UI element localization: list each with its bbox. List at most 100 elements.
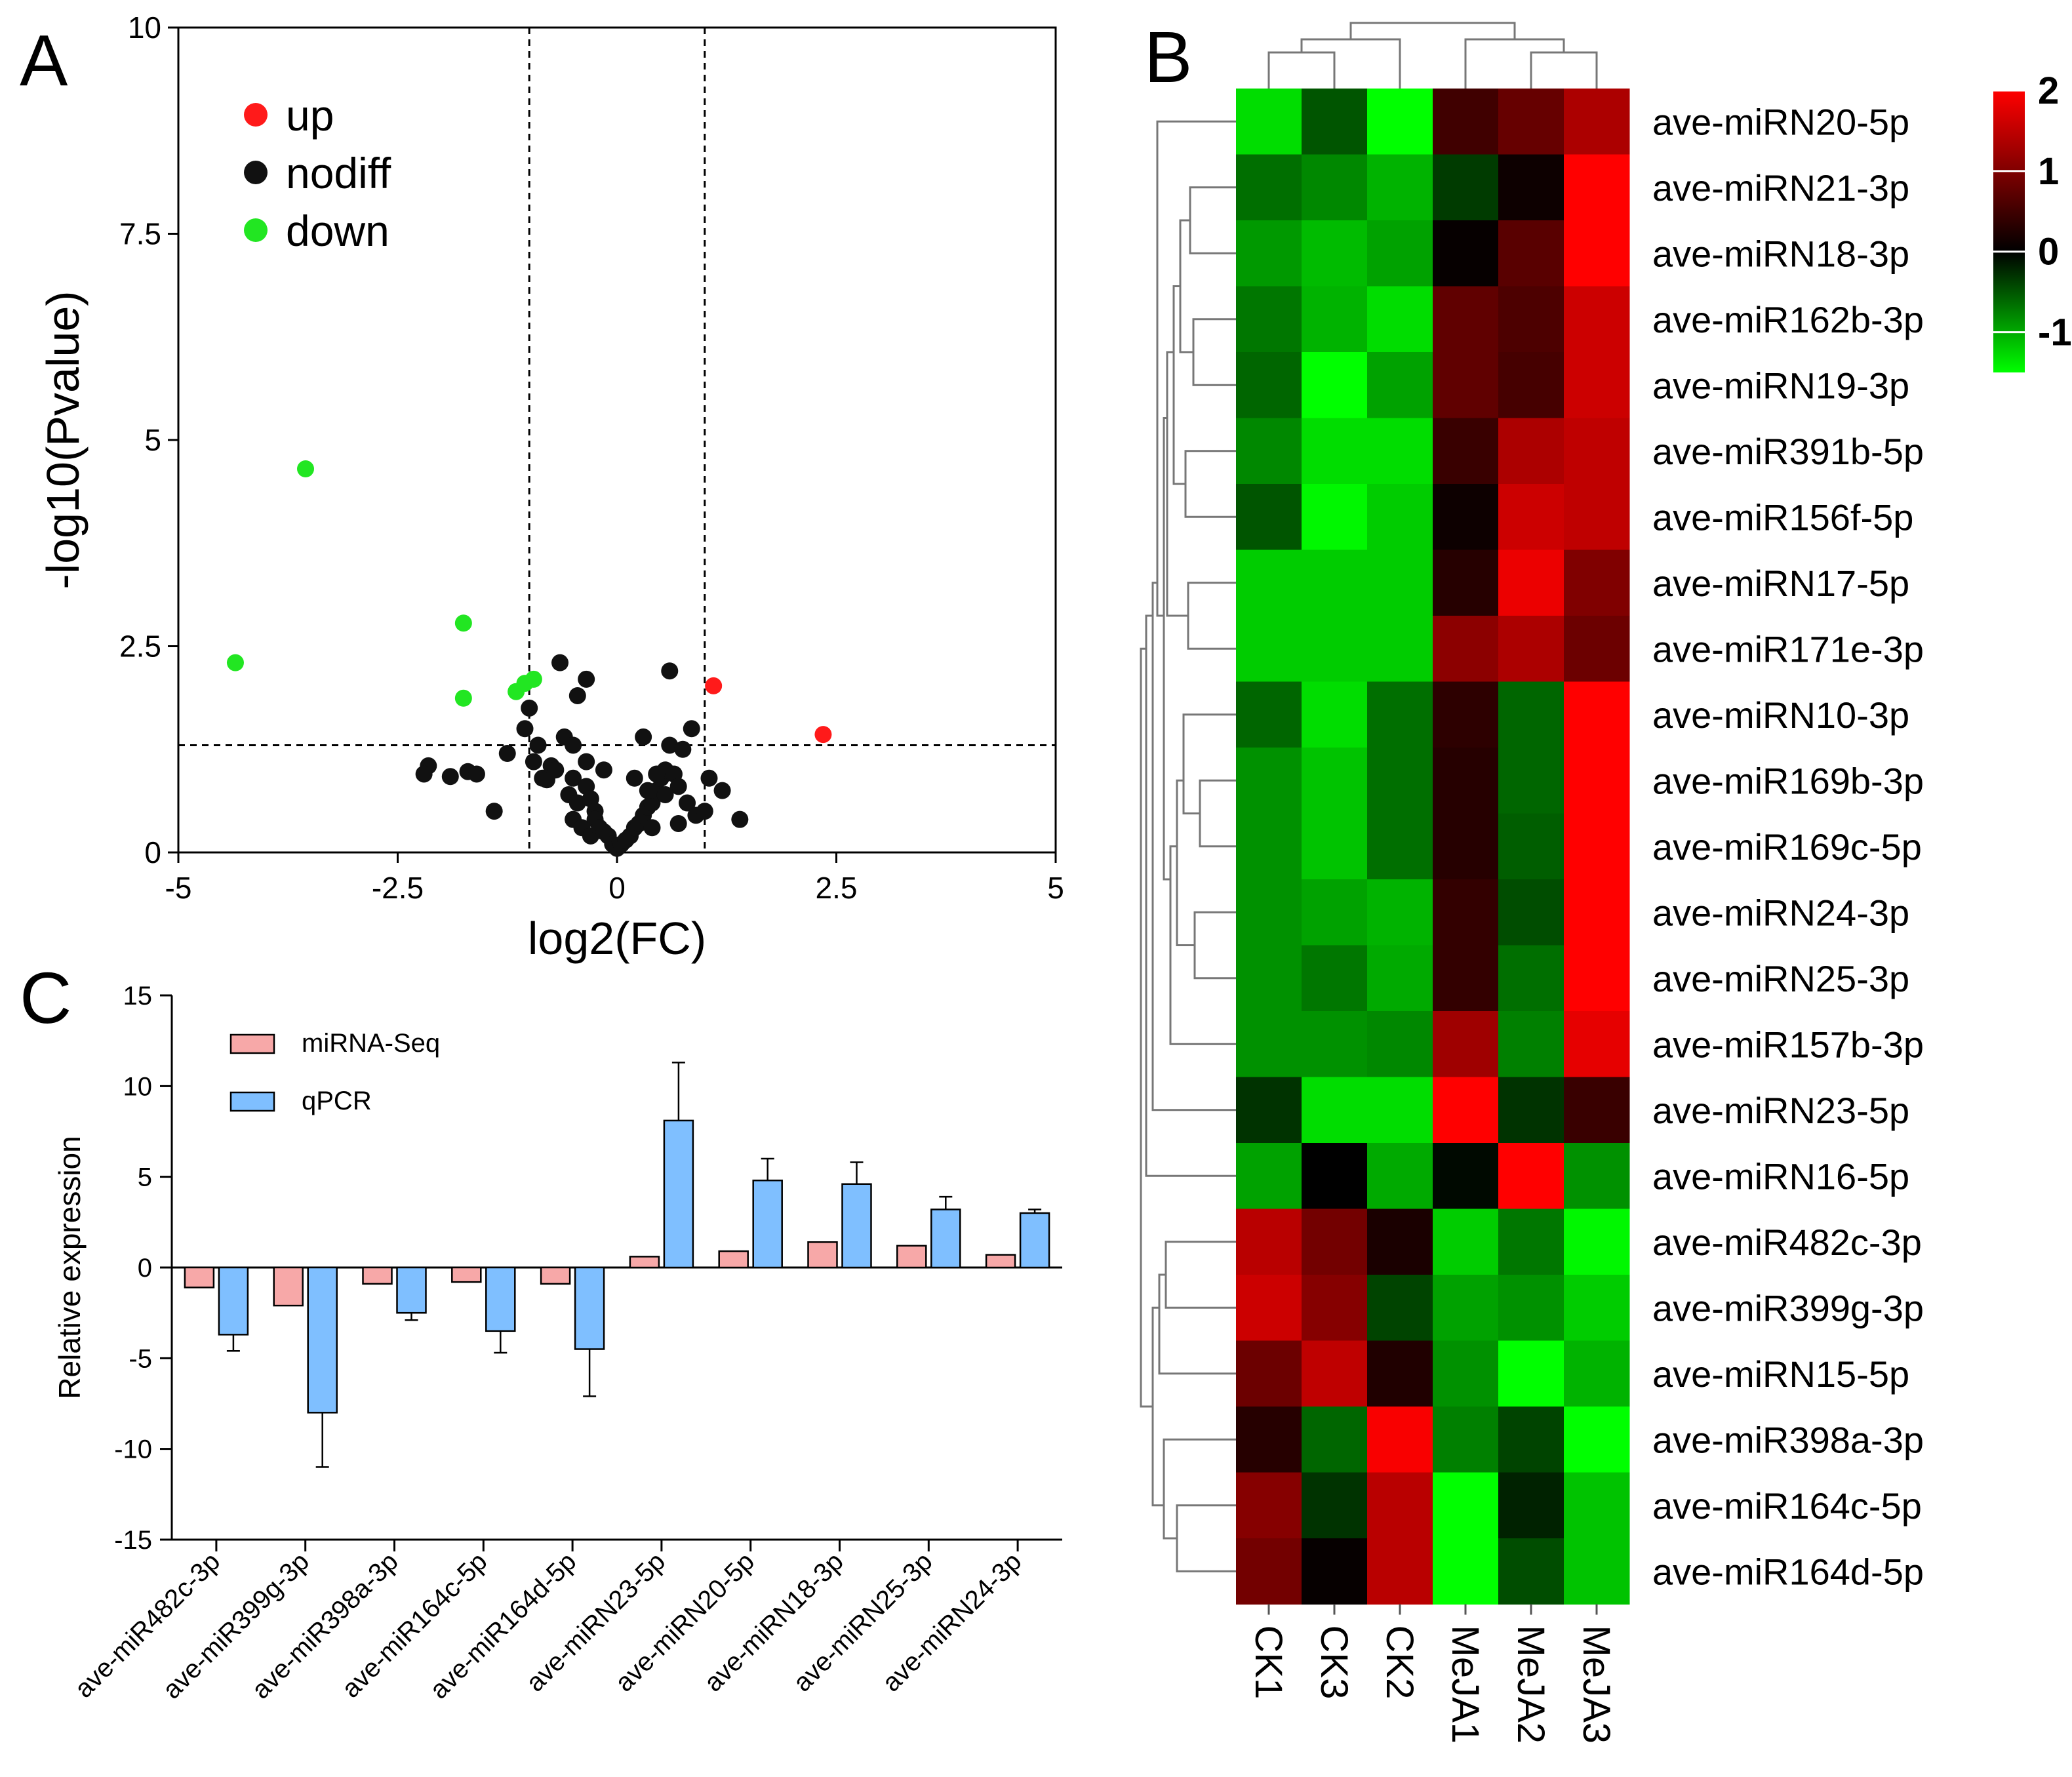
row-dendrogram-branch [1145, 614, 1236, 1177]
heatmap-cell [1367, 286, 1433, 353]
heatmap-cell [1433, 1208, 1499, 1275]
volcano-x-axis-title: log2(FC) [528, 913, 706, 964]
volcano-point-nodiff [516, 720, 534, 738]
heatmap-cell [1302, 1472, 1368, 1539]
heatmap-cell [1433, 154, 1499, 221]
colorbar-tick-label: 1 [2038, 150, 2059, 193]
volcano-x-tick-label: 5 [1047, 871, 1064, 905]
colorbar-tick-label: 2 [2038, 70, 2059, 112]
panel-letter-c: C [20, 958, 71, 1039]
bar-mirna-seq [807, 1241, 838, 1269]
volcano-point-nodiff [669, 814, 687, 832]
heatmap-cell [1236, 1340, 1302, 1407]
volcano-x-tick-label: -2.5 [372, 871, 424, 905]
bar-qpcr [485, 1266, 516, 1332]
heatmap-cell [1498, 1538, 1564, 1605]
heatmap-cell [1302, 549, 1368, 616]
heatmap-cell [1236, 748, 1302, 814]
heatmap-row-label: ave-miRN19-3p [1652, 365, 1909, 406]
heatmap-cell [1564, 418, 1630, 485]
heatmap-cell [1564, 1275, 1630, 1341]
heatmap-row-label: ave-miR164d-5p [1652, 1551, 1924, 1592]
heatmap-cell [1498, 945, 1564, 1012]
heatmap-row-labels: ave-miRN20-5p ave-miRN21-3p ave-miRN18-3p a… [1652, 101, 1924, 1592]
legend-marker-up [244, 103, 268, 127]
heatmap-cell [1498, 879, 1564, 946]
row-dendrogram-branch [1176, 779, 1195, 946]
volcano-point-nodiff [648, 765, 666, 783]
volcano-point-nodiff [661, 736, 679, 754]
heatmap-cell [1498, 418, 1564, 485]
bar-qpcr [307, 1266, 338, 1414]
volcano-point-nodiff [639, 782, 656, 799]
heatmap-cell [1236, 1208, 1302, 1275]
row-dendrogram-branch [1169, 845, 1236, 1045]
heatmap-cell [1498, 549, 1564, 616]
heatmap-cell [1302, 748, 1368, 814]
heatmap-cell [1367, 1208, 1433, 1275]
volcano-y-axis-title: -log10(Pvalue) [37, 290, 89, 589]
heatmap-cell [1236, 1011, 1302, 1077]
column-dendrogram-branch [1267, 51, 1336, 89]
legend-swatch-qpcr [229, 1091, 275, 1112]
colorbar-bar [1993, 90, 2025, 372]
volcano-y-tick-label: 0 [144, 835, 161, 869]
heatmap-cell [1302, 1275, 1368, 1341]
volcano-point-nodiff [595, 761, 612, 779]
row-dendrogram-branch [1163, 417, 1170, 881]
legend-label-nodiff: nodiff [286, 149, 391, 197]
heatmap-cell [1433, 616, 1499, 682]
bar-y-tick-label: -5 [129, 1344, 152, 1373]
heatmap-cell [1302, 352, 1368, 418]
heatmap-cell [1433, 1472, 1499, 1539]
heatmap-column-label: MeJA1 [1444, 1626, 1486, 1744]
heatmap-cell [1498, 1407, 1564, 1473]
volcano-points [226, 460, 832, 857]
heatmap-row-label: ave-miR156f-5p [1652, 496, 1913, 538]
bar-qpcr [663, 1119, 694, 1269]
heatmap-cell [1564, 748, 1630, 814]
row-dendrogram-branch [1156, 120, 1236, 617]
heatmap-cell [1433, 1407, 1499, 1473]
heatmap-row-label: ave-miRN21-3p [1652, 167, 1909, 209]
bar-mirna-seq [273, 1266, 304, 1307]
volcano-point-nodiff [635, 728, 652, 746]
heatmap-cell [1433, 484, 1499, 550]
column-dendrogram-branch [1530, 51, 1598, 89]
volcano-point-nodiff [578, 670, 595, 688]
heatmap-cell [1236, 286, 1302, 353]
heatmap-row-label: ave-miRN16-5p [1652, 1155, 1909, 1197]
bar-y-tick-label: 0 [138, 1254, 152, 1283]
heatmap-cell [1236, 813, 1302, 880]
heatmap-cell [1236, 1407, 1302, 1473]
volcano-point-up [705, 677, 723, 694]
heatmap-cell [1498, 1011, 1564, 1077]
heatmap-cell [1302, 1208, 1368, 1275]
heatmap-cell [1302, 813, 1368, 880]
heatmap-cell [1302, 1340, 1368, 1407]
heatmap-cell [1367, 879, 1433, 946]
heatmap-cell [1367, 616, 1433, 682]
volcano-point-nodiff [656, 786, 674, 803]
volcano-point-nodiff [669, 778, 687, 795]
heatmap-cell [1564, 1472, 1630, 1539]
volcano-point-nodiff [485, 803, 503, 820]
heatmap-cell [1564, 1143, 1630, 1209]
heatmap-cell [1564, 484, 1630, 550]
heatmap-row-label: ave-miR169b-3p [1652, 760, 1924, 801]
heatmap-cell [1498, 89, 1564, 155]
legend-label-up: up [286, 91, 334, 140]
row-dendrogram-branch [1166, 351, 1188, 617]
heatmap: ave-miRN20-5p ave-miRN21-3p ave-miRN18-3p a… [1140, 22, 2072, 1744]
volcano-point-nodiff [525, 753, 542, 770]
volcano-point-nodiff [661, 662, 679, 680]
heatmap-row-label: ave-miRN17-5p [1652, 563, 1909, 604]
heatmap-cell [1236, 220, 1302, 287]
heatmap-cell [1236, 616, 1302, 682]
volcano-x-tick-label: -5 [165, 871, 192, 905]
heatmap-cell [1498, 154, 1564, 221]
heatmap-cell [1433, 286, 1499, 353]
heatmap-cell [1498, 286, 1564, 353]
heatmap-cell [1498, 220, 1564, 287]
